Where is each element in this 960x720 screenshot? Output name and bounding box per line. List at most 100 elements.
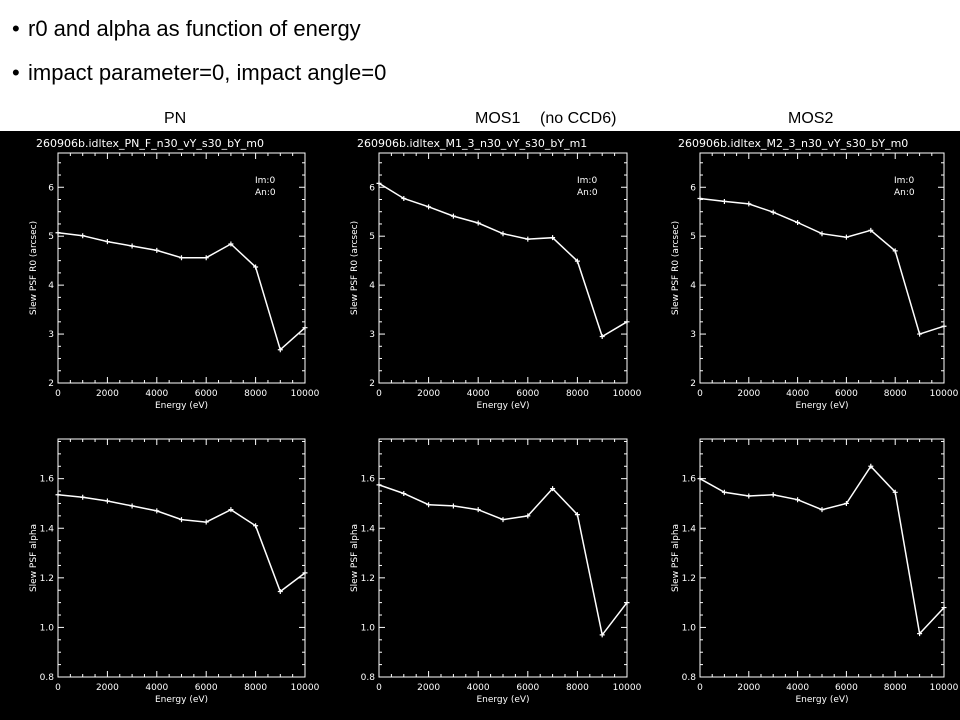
- x-tick-label: 10000: [613, 683, 642, 693]
- x-tick-label: 8000: [884, 389, 907, 399]
- data-point: [941, 323, 947, 329]
- annotation: Im:0: [255, 176, 275, 186]
- data-point: [770, 492, 776, 498]
- x-tick-label: 10000: [291, 683, 320, 693]
- y-tick-label: 1.0: [682, 623, 697, 633]
- series-line: [699, 465, 945, 636]
- x-tick-label: 10000: [291, 389, 320, 399]
- data-point: [104, 239, 110, 245]
- y-tick-label: 5: [369, 232, 375, 242]
- column-label-mos1: MOS1: [475, 110, 521, 127]
- x-tick-label: 4000: [467, 389, 490, 399]
- data-point: [104, 498, 110, 504]
- y-tick-label: 5: [48, 232, 54, 242]
- x-tick-label: 4000: [145, 683, 168, 693]
- y-tick-label: 6: [690, 183, 696, 193]
- x-tick-label: 8000: [244, 389, 267, 399]
- y-tick-label: 1.4: [361, 524, 376, 534]
- x-tick-label: 6000: [516, 389, 539, 399]
- y-tick-label: 3: [48, 330, 54, 340]
- series-line: [699, 197, 945, 336]
- data-point: [203, 255, 209, 261]
- data-point: [475, 507, 481, 513]
- y-axis-label: Slew PSF R0 (arcsec): [29, 221, 39, 315]
- data-point: [179, 255, 184, 261]
- y-tick-label: 0.8: [682, 673, 697, 683]
- x-axis-label: Energy (eV): [795, 695, 848, 705]
- y-tick-label: 4: [369, 281, 375, 291]
- y-axis-label: Slew PSF alpha: [350, 524, 360, 592]
- column-label-mos1-note: (no CCD6): [540, 110, 617, 127]
- data-point: [819, 231, 825, 237]
- series-line: [378, 182, 628, 338]
- data-point: [770, 209, 776, 215]
- data-point: [721, 198, 727, 204]
- x-tick-label: 2000: [96, 389, 119, 399]
- x-tick-label: 8000: [566, 683, 589, 693]
- y-tick-label: 1.4: [40, 524, 55, 534]
- chart-title: 260906b.idltex_M2_3_n30_vY_s30_bY_m0: [678, 137, 908, 150]
- x-axis-label: Energy (eV): [155, 401, 208, 411]
- x-tick-label: 2000: [737, 389, 760, 399]
- annotation: Im:0: [577, 176, 597, 186]
- x-tick-label: 4000: [786, 683, 809, 693]
- data-point: [450, 213, 456, 219]
- data-point: [697, 476, 703, 482]
- data-point: [228, 241, 234, 247]
- annotation: An:0: [255, 188, 276, 198]
- data-point: [525, 513, 531, 519]
- annotation: An:0: [577, 188, 598, 198]
- data-point: [917, 331, 923, 337]
- x-tick-label: 0: [697, 683, 703, 693]
- data-point: [917, 631, 923, 637]
- y-axis-label: Slew PSF alpha: [671, 524, 681, 592]
- x-tick-label: 4000: [467, 683, 490, 693]
- chart-1: 0 2000 4000 6000 8000 10000 2 3 4 5 6 260906b.idlte…: [29, 137, 320, 411]
- annotation: Im:0: [894, 176, 914, 186]
- x-tick-label: 0: [376, 389, 382, 399]
- x-tick-label: 0: [55, 389, 61, 399]
- data-point: [746, 493, 752, 499]
- data-point: [746, 201, 752, 207]
- data-point: [80, 233, 86, 239]
- data-point: [892, 489, 898, 495]
- x-tick-label: 8000: [244, 683, 267, 693]
- y-axis-label: Slew PSF R0 (arcsec): [671, 221, 681, 315]
- data-point: [203, 519, 209, 525]
- data-point: [599, 632, 605, 638]
- x-tick-label: 0: [376, 683, 382, 693]
- bullet-item: • r0 and alpha as function of energy: [12, 12, 386, 56]
- data-point: [376, 180, 382, 186]
- y-tick-label: 1.6: [361, 475, 376, 485]
- chart-title: 260906b.idltex_PN_F_n30_vY_s30_bY_m0: [36, 137, 264, 150]
- y-tick-label: 3: [369, 330, 375, 340]
- data-point: [500, 517, 506, 523]
- y-tick-label: 1.4: [682, 524, 697, 534]
- data-point: [154, 508, 160, 514]
- x-tick-label: 6000: [835, 389, 858, 399]
- y-tick-label: 1.2: [361, 574, 375, 584]
- x-tick-label: 10000: [930, 683, 959, 693]
- y-tick-label: 4: [690, 281, 696, 291]
- data-point: [302, 570, 308, 576]
- x-tick-label: 8000: [884, 683, 907, 693]
- bullet-list: • r0 and alpha as function of energy • imp…: [12, 12, 386, 100]
- x-tick-label: 2000: [417, 389, 440, 399]
- bullet-marker: •: [12, 16, 20, 41]
- data-point: [154, 247, 160, 253]
- y-tick-label: 1.2: [682, 574, 696, 584]
- x-axis-label: Energy (eV): [155, 695, 208, 705]
- bullet-text: r0 and alpha as function of energy: [28, 16, 361, 41]
- x-tick-label: 0: [55, 683, 61, 693]
- y-tick-label: 2: [48, 379, 54, 389]
- y-tick-label: 6: [369, 183, 375, 193]
- x-tick-label: 6000: [195, 683, 218, 693]
- x-tick-label: 2000: [96, 683, 119, 693]
- data-point: [376, 482, 382, 488]
- data-point: [277, 347, 283, 353]
- y-tick-label: 1.2: [40, 574, 54, 584]
- y-tick-label: 5: [690, 232, 696, 242]
- y-tick-label: 1.0: [40, 623, 55, 633]
- data-point: [302, 325, 308, 331]
- plot-panel: 0 2000 4000 6000 8000 10000 2 3 4 5 6 260906b.idlte…: [0, 131, 960, 720]
